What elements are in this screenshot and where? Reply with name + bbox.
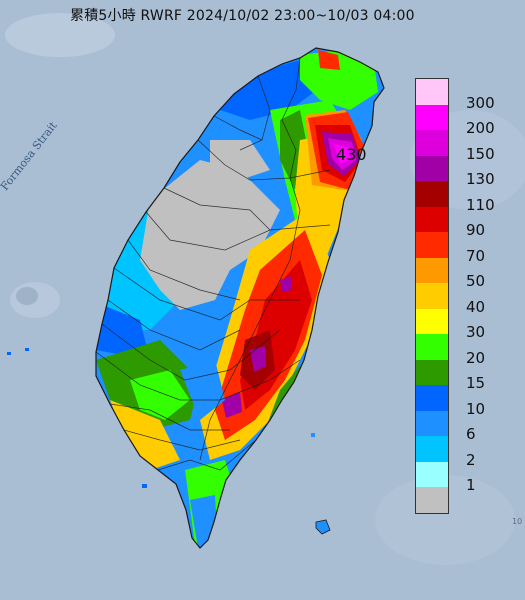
legend-swatch bbox=[416, 385, 448, 411]
legend-label: 90 bbox=[466, 221, 486, 239]
legend-label: 6 bbox=[466, 425, 476, 443]
legend-label: 15 bbox=[466, 374, 486, 392]
legend-swatch bbox=[416, 308, 448, 334]
legend-swatch bbox=[416, 487, 448, 513]
legend-swatch bbox=[416, 334, 448, 360]
legend-swatch bbox=[416, 257, 448, 283]
legend-swatch bbox=[416, 130, 448, 156]
legend-swatch bbox=[416, 232, 448, 258]
legend-label: 40 bbox=[466, 297, 486, 316]
legend-swatch bbox=[416, 436, 448, 462]
legend-label: 20 bbox=[466, 348, 486, 367]
legend-swatch bbox=[416, 359, 448, 385]
legend-swatch bbox=[416, 206, 448, 232]
legend-label: 150 bbox=[466, 144, 495, 163]
legend-swatch bbox=[416, 155, 448, 181]
legend-label: 300 bbox=[466, 93, 495, 112]
legend-swatch bbox=[416, 283, 448, 309]
legend-label: 1 bbox=[466, 476, 476, 494]
rainfall-legend bbox=[415, 78, 449, 514]
legend-label: 2 bbox=[466, 450, 476, 469]
legend-label: 50 bbox=[466, 272, 486, 290]
legend-label: 200 bbox=[466, 119, 495, 137]
legend-swatch bbox=[416, 181, 448, 207]
legend-label: 10 bbox=[466, 399, 486, 418]
county-borders bbox=[95, 57, 331, 471]
legend-swatch bbox=[416, 410, 448, 436]
legend-label: 30 bbox=[466, 323, 486, 341]
legend-swatch bbox=[416, 104, 448, 130]
map-title: 累積5小時 RWRF 2024/10/02 23:00~10/03 04:00 bbox=[70, 8, 415, 24]
legend-swatch bbox=[416, 461, 448, 487]
legend-label: 130 bbox=[466, 170, 495, 188]
legend-label: 110 bbox=[466, 195, 495, 214]
taiwan-coastline bbox=[95, 47, 385, 549]
offshore-islands bbox=[7, 287, 331, 535]
legend-swatch bbox=[416, 79, 448, 105]
corner-mark: 10 bbox=[512, 517, 523, 526]
legend-label: 70 bbox=[466, 246, 486, 265]
max-rainfall-label: 430 bbox=[336, 145, 367, 164]
